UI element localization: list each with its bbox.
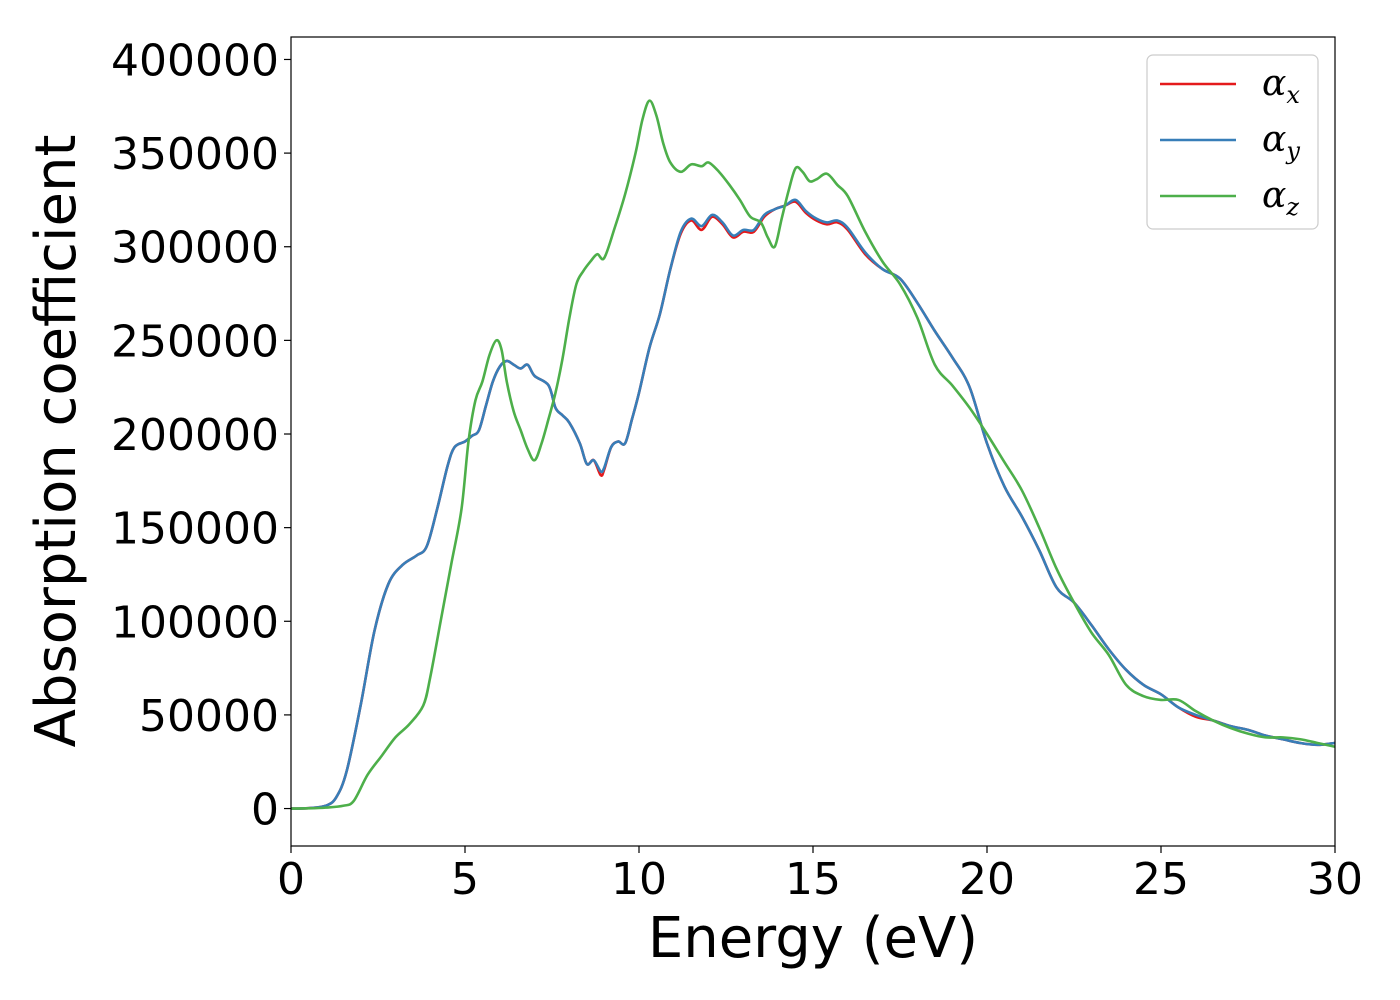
x-axis-label: Energy (eV) [648, 906, 978, 971]
x-tick-label: 5 [451, 854, 479, 905]
series-line-z [290, 99, 1336, 810]
y-tick-label: 0 [251, 785, 279, 836]
y-axis-label: Absorption coefficient [24, 135, 89, 748]
x-tick-label: 0 [277, 854, 305, 905]
series-layer [290, 99, 1336, 810]
legend-box [1146, 54, 1319, 230]
y-tick-label: 400000 [111, 35, 279, 86]
y-tick-label: 150000 [111, 504, 279, 555]
series-line-y [290, 198, 1336, 810]
y-tick-label: 200000 [111, 410, 279, 461]
x-tick-label: 30 [1307, 854, 1363, 905]
y-tick-label: 50000 [139, 691, 279, 742]
x-axis-ticks: 0 5 10 15 20 25 30 [277, 846, 1363, 905]
y-axis-ticks: 0 50000 100000 150000 200000 250000 300000 3500… [111, 35, 291, 836]
y-tick-label: 250000 [111, 316, 279, 367]
x-tick-label: 20 [959, 854, 1015, 905]
y-tick-label: 300000 [111, 223, 279, 274]
legend-label-x: αx [1262, 63, 1300, 109]
x-tick-label: 15 [785, 854, 841, 905]
x-tick-label: 10 [611, 854, 667, 905]
y-tick-label: 100000 [111, 597, 279, 648]
y-tick-label: 350000 [111, 129, 279, 180]
x-tick-label: 25 [1133, 854, 1189, 905]
